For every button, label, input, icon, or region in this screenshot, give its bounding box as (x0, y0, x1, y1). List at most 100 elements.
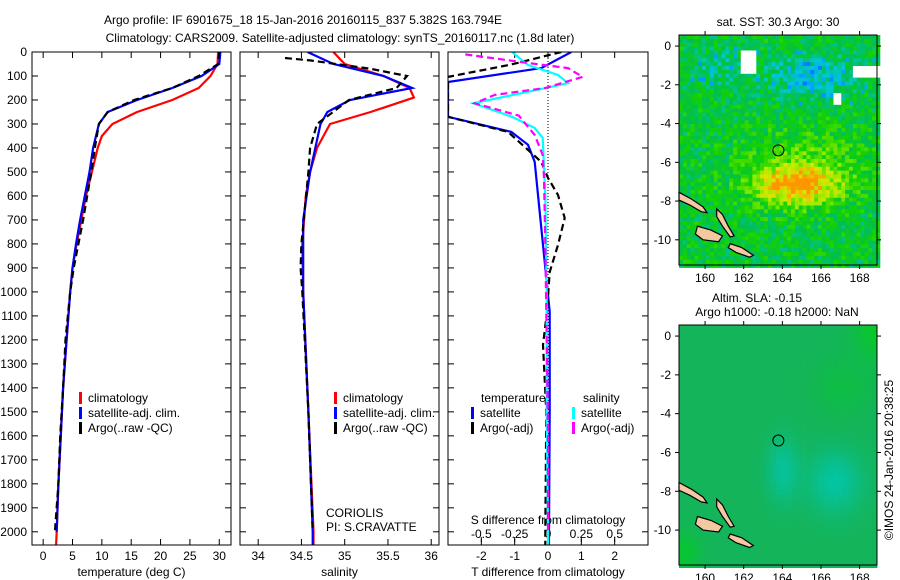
map-cell (752, 240, 757, 245)
map-cell (682, 221, 688, 226)
map-cell (775, 460, 781, 467)
map-cell (798, 50, 804, 55)
map-cell (722, 325, 728, 331)
map-cell (798, 54, 804, 59)
map-cell (732, 354, 738, 360)
map-cell (717, 66, 722, 71)
map-cell (814, 170, 819, 175)
map-cell (829, 178, 834, 183)
map-cell (802, 108, 807, 113)
map-cell (737, 514, 743, 520)
map-cell (760, 155, 765, 160)
map-cell (733, 228, 738, 234)
map-cell (787, 190, 792, 195)
map-cell (690, 178, 695, 183)
map-cell (765, 373, 772, 379)
map-cell (818, 116, 823, 121)
map-cell (721, 116, 726, 121)
map-cell (756, 460, 762, 467)
map-cell (799, 383, 805, 389)
map-cell (733, 240, 738, 245)
map-cell (794, 135, 800, 141)
map-cell (821, 197, 827, 203)
map-cell (717, 402, 723, 408)
map-cell (756, 397, 762, 404)
map-cell (814, 186, 819, 191)
map-cell (818, 124, 823, 129)
map-cell (740, 244, 746, 249)
map-cell (764, 197, 769, 203)
map-cell (698, 431, 704, 437)
map-cell (698, 480, 704, 486)
map-cell (698, 120, 703, 125)
map-cell (809, 538, 815, 544)
map-cell (872, 182, 877, 187)
map-cell (727, 456, 733, 462)
map-cell (872, 85, 877, 90)
map-cell (693, 329, 699, 336)
map-cell (798, 162, 804, 168)
map-cell (733, 162, 738, 168)
map-cell (799, 485, 805, 491)
map-cell (856, 162, 861, 168)
map-cell (740, 259, 746, 265)
map-cell (785, 470, 791, 476)
map-cell (713, 259, 719, 265)
map-cell (751, 359, 757, 365)
map-cell (787, 166, 792, 172)
map-cell (806, 46, 811, 51)
map-cell (819, 373, 825, 379)
map-cell (767, 236, 773, 241)
map-cell (764, 221, 769, 226)
map-cell (703, 441, 709, 447)
map-cell (852, 120, 858, 125)
map-cell (864, 85, 869, 90)
map-cell (771, 232, 776, 237)
map-cell (849, 159, 854, 164)
map-cell (744, 213, 749, 218)
map-cell (775, 54, 780, 59)
map-cell (733, 69, 738, 75)
map-cell (837, 66, 842, 71)
map-cell (698, 77, 703, 82)
map-cell (682, 128, 688, 133)
map-cell (703, 329, 709, 336)
map-cell (771, 50, 776, 55)
map-cell (706, 244, 711, 249)
map-cell (790, 349, 796, 355)
map-cell (799, 519, 805, 525)
map-cell (864, 178, 869, 183)
map-cell (783, 104, 788, 110)
map-cell (708, 422, 714, 428)
map-cell (775, 543, 781, 549)
map-cell (737, 38, 742, 44)
map-cell (737, 69, 742, 75)
map-cell (683, 329, 689, 336)
map-cell (737, 155, 742, 160)
map-cell (744, 232, 749, 237)
map-cell (722, 523, 728, 530)
map-cell (849, 255, 854, 261)
map-cell (833, 190, 838, 195)
x-tick-label: 20 (154, 549, 168, 563)
s-tick-label: 0.5 (606, 527, 623, 541)
map-cell (713, 42, 719, 48)
map-cell (698, 412, 704, 418)
map-cell (682, 186, 688, 191)
map-cell (761, 363, 767, 370)
map-cell (752, 197, 757, 203)
map-cell (725, 58, 730, 63)
map-cell (810, 112, 815, 117)
map-cell (761, 504, 767, 510)
map-cell (679, 120, 684, 125)
map-cell (787, 193, 792, 199)
map-cell (806, 166, 811, 172)
map-cell (868, 139, 873, 144)
map-cell (872, 193, 877, 199)
map-cell (818, 186, 823, 191)
map-cell (845, 213, 850, 218)
map-cell (694, 93, 699, 98)
map-cell (810, 62, 815, 67)
map-cell (845, 100, 850, 106)
map-cell (860, 252, 865, 257)
